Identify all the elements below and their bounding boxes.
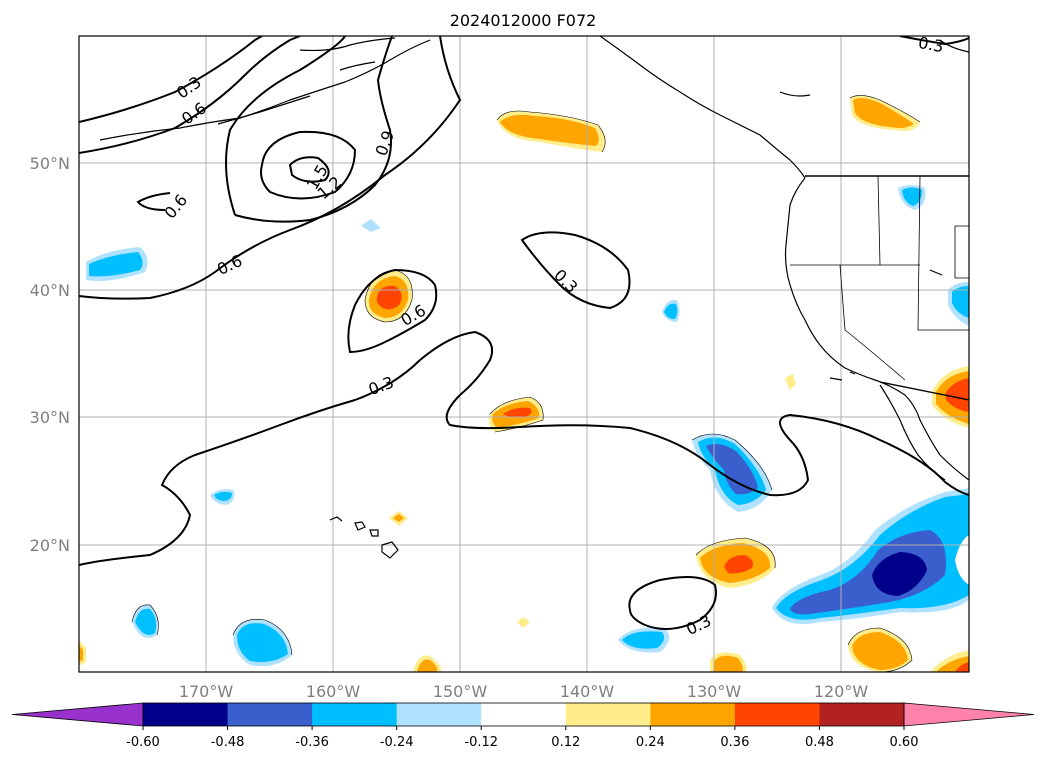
colorbar-extend-high bbox=[903, 702, 1035, 727]
colorbar-segment bbox=[734, 703, 820, 726]
lat-label: 40°N bbox=[30, 281, 70, 300]
colorbar-tick-label: -0.36 bbox=[295, 735, 329, 750]
figure-title: 2024012000 F072 bbox=[450, 11, 597, 30]
colorbar-segment bbox=[565, 703, 651, 726]
lat-label: 50°N bbox=[30, 154, 70, 173]
lon-label: 130°W bbox=[687, 682, 742, 701]
colorbar: -0.60 -0.48 -0.36 -0.24 -0.12 0.12 0.24 0.36 0.4… bbox=[11, 702, 1035, 750]
colorbar-tick-label: 0.12 bbox=[551, 735, 580, 750]
map-area: 0.3 0.6 1.5 1.2 0.9 0.6 0.6 0.3 0.6 0.3 … bbox=[79, 33, 969, 672]
colorbar-tick-label: 0.36 bbox=[720, 735, 749, 750]
colorbar-tick-label: -0.60 bbox=[126, 735, 160, 750]
colorbar-segment bbox=[396, 703, 482, 726]
lon-label: 160°W bbox=[306, 682, 361, 701]
longitude-labels: 170°W 160°W 150°W 140°W 130°W 120°W bbox=[179, 682, 869, 701]
colorbar-tick-label: 0.24 bbox=[636, 735, 665, 750]
colorbar-tick-label: -0.24 bbox=[380, 735, 414, 750]
lat-label: 20°N bbox=[30, 536, 70, 555]
lat-label: 30°N bbox=[30, 408, 70, 427]
colorbar-tick-label: -0.12 bbox=[464, 735, 498, 750]
map-frame bbox=[78, 35, 970, 673]
colorbar-tick-label: 0.48 bbox=[805, 735, 834, 750]
colorbar-tick-label: -0.48 bbox=[211, 735, 245, 750]
colorbar-segment bbox=[650, 703, 736, 726]
shaded-anomalies bbox=[79, 95, 969, 672]
colorbar-extend-low bbox=[11, 702, 144, 727]
contour-lines bbox=[79, 36, 969, 630]
colorbar-segment bbox=[143, 703, 229, 726]
lon-label: 170°W bbox=[179, 682, 234, 701]
colorbar-border bbox=[142, 702, 905, 727]
contour-label: 0.3 bbox=[917, 33, 945, 56]
colorbar-segment bbox=[481, 703, 567, 726]
colorbar-segment bbox=[227, 703, 313, 726]
colorbar-tick-label: 0.60 bbox=[890, 735, 919, 750]
lon-label: 150°W bbox=[433, 682, 488, 701]
colorbar-segment bbox=[312, 703, 398, 726]
lon-label: 140°W bbox=[560, 682, 615, 701]
lon-label: 120°W bbox=[814, 682, 869, 701]
colorbar-segment bbox=[819, 703, 905, 726]
latitude-labels: 50°N 40°N 30°N 20°N bbox=[30, 154, 70, 555]
graticule bbox=[79, 36, 969, 672]
